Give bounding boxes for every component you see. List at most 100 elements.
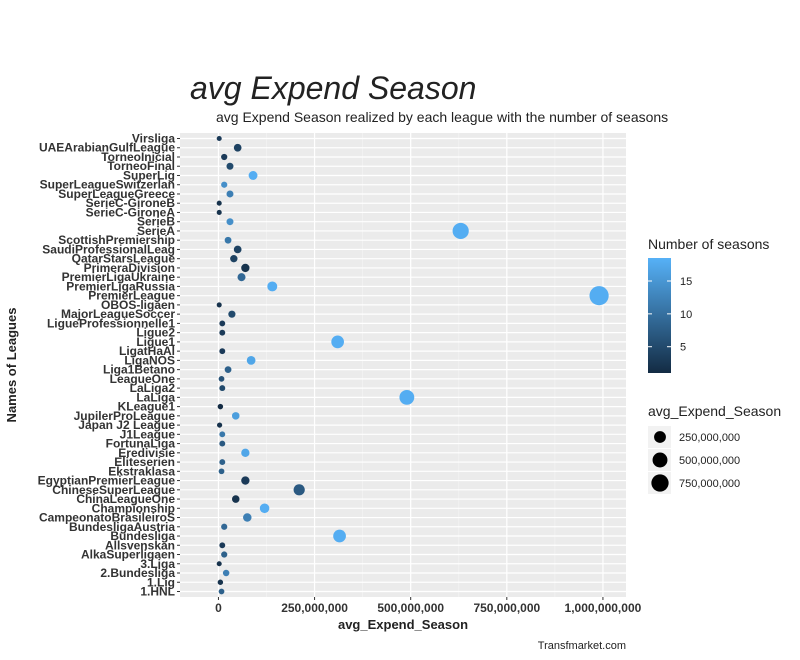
y-tick-label: SerieB <box>137 215 175 229</box>
color-legend-label: 15 <box>680 276 692 288</box>
data-point <box>217 403 224 410</box>
data-point <box>216 422 223 428</box>
y-tick-label: Ligue2 <box>136 326 175 340</box>
data-point <box>452 222 469 240</box>
y-tick-label: LigaNOS <box>124 353 175 367</box>
data-point <box>221 551 228 558</box>
y-tick-label: Liga1Betano <box>103 363 175 377</box>
data-point <box>231 412 240 420</box>
y-axis-label: Names of Leagues <box>4 308 19 423</box>
data-point <box>246 356 256 365</box>
data-point <box>333 529 346 543</box>
data-point <box>226 190 234 198</box>
size-legend-dot <box>654 431 666 443</box>
y-tick-label: Ligue1 <box>136 335 175 349</box>
y-tick-label: SerieC-GironeB <box>86 196 176 210</box>
data-point <box>241 263 250 273</box>
data-point <box>224 366 232 374</box>
data-point <box>231 495 240 503</box>
chart-caption: Transfmarket.com <box>538 640 626 652</box>
chart-title: avg Expend Season <box>190 70 476 106</box>
data-point <box>243 513 252 522</box>
x-axis-ticks: 0 250,000,000 500,000,000 750,000,000 1,000,… <box>215 597 642 615</box>
y-tick-label: LigatHaAl <box>119 344 175 358</box>
data-point <box>219 431 226 438</box>
y-tick-label: Allsvenskan <box>105 538 175 552</box>
color-legend-title: Number of seasons <box>648 236 769 252</box>
data-point <box>219 440 226 447</box>
data-point <box>237 273 246 282</box>
data-point <box>228 310 236 318</box>
y-tick-label: TorneoInicial <box>101 150 175 164</box>
y-tick-label: KLeague1 <box>118 400 176 414</box>
y-tick-label: Eredivisie <box>118 446 175 460</box>
x-axis-label: avg_Expend_Season <box>338 617 468 632</box>
data-point <box>230 254 238 263</box>
y-tick-label: PremierLigaUkraine <box>62 270 176 284</box>
x-tick-label: 250,000,000 <box>281 601 348 615</box>
data-point <box>399 389 415 405</box>
y-tick-label: 1.HNL <box>140 585 175 599</box>
y-tick-label: AlkaSuperligaen <box>81 548 175 562</box>
data-point <box>221 181 228 188</box>
y-tick-label: ChineseSuperLeague <box>52 483 175 497</box>
y-tick-label: SaudiProfessionalLeag <box>42 242 175 256</box>
data-point <box>219 320 226 327</box>
data-point <box>241 476 250 485</box>
y-tick-label: Bundesliga <box>110 529 175 543</box>
data-point <box>216 302 222 308</box>
data-point <box>216 135 222 142</box>
y-tick-label: FortunaLiga <box>106 437 176 451</box>
y-tick-label: Championship <box>92 501 175 515</box>
data-point <box>241 448 250 457</box>
data-points <box>216 135 609 595</box>
grid-lines <box>180 133 626 597</box>
y-tick-label: UAEArabianGulfLeague <box>39 141 175 155</box>
size-legend-label: 500,000,000 <box>679 455 740 467</box>
size-legend-dot <box>652 452 668 468</box>
y-tick-label: TorneoFinal <box>107 159 175 173</box>
x-tick-label: 750,000,000 <box>473 601 540 615</box>
data-point <box>226 162 234 170</box>
data-point <box>267 281 278 292</box>
x-tick-label: 1,000,000,000 <box>565 601 642 615</box>
color-legend-label: 5 <box>680 342 686 354</box>
y-tick-label: LaLiga2 <box>130 381 176 395</box>
chart-subtitle: avg Expend Season realized by each leagu… <box>216 109 668 125</box>
y-tick-label: PremierLeague <box>88 289 175 303</box>
y-tick-label: ScottishPremiership <box>58 233 175 247</box>
plot-panel <box>180 133 626 597</box>
x-tick-label: 500,000,000 <box>377 601 444 615</box>
data-point <box>216 561 222 567</box>
y-tick-label: 3.Liga <box>140 557 175 571</box>
data-point <box>222 569 230 577</box>
data-point <box>293 484 305 496</box>
data-point <box>233 245 242 254</box>
y-tick-label: SuperLeagueGreece <box>58 187 175 201</box>
size-legend: avg_Expend_Season 250,000,000 500,000,000… <box>648 403 781 494</box>
y-tick-label: BundesligaAustria <box>69 520 175 534</box>
y-tick-label: CampeonatoBrasileiroS <box>39 511 175 525</box>
data-point <box>259 503 270 514</box>
data-point <box>216 209 222 215</box>
y-tick-label: ChinaLeagueOne <box>76 492 175 506</box>
data-point <box>233 143 242 152</box>
y-tick-label: EgyptianPremierLeague <box>38 474 176 488</box>
y-tick-label: PrimeraDivision <box>84 261 175 275</box>
data-point <box>331 335 344 349</box>
y-tick-label: OBOS-ligaen <box>101 298 175 312</box>
size-legend-label: 750,000,000 <box>679 478 740 490</box>
x-tick-label: 0 <box>215 601 222 615</box>
y-tick-label: 2.Bundesliga <box>100 566 175 580</box>
data-point <box>219 348 226 355</box>
data-point <box>221 523 228 530</box>
data-point <box>589 286 609 306</box>
y-tick-label: 1.Lig <box>147 575 175 589</box>
data-point <box>219 329 226 336</box>
y-tick-label: QatarStarsLeague <box>72 252 176 266</box>
y-tick-label: JupilerProLeague <box>74 409 176 423</box>
size-legend-title: avg_Expend_Season <box>648 403 781 419</box>
y-tick-label: SuperLig <box>123 168 175 182</box>
y-axis-ticks: VirsligaUAEArabianGulfLeagueTorneoInicia… <box>38 132 180 599</box>
